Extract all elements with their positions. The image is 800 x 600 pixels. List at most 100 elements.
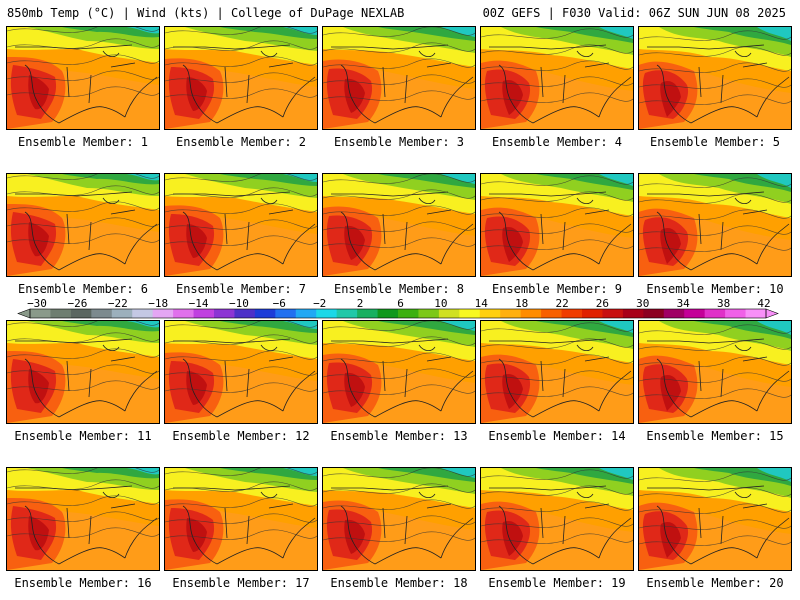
height-contour bbox=[323, 205, 475, 216]
height-contour bbox=[165, 513, 317, 524]
ensemble-map-panel bbox=[6, 26, 160, 130]
coastline bbox=[331, 191, 474, 271]
coastline bbox=[15, 191, 158, 271]
height-contour bbox=[165, 88, 317, 99]
coastline bbox=[15, 485, 158, 565]
colorbar-end-arrow bbox=[17, 308, 31, 319]
colorbar-tick-label: 14 bbox=[475, 298, 489, 310]
height-contour bbox=[481, 76, 633, 87]
height-contour bbox=[7, 27, 159, 33]
colorbar-segment bbox=[438, 309, 460, 318]
height-contour bbox=[7, 380, 159, 391]
temperature-band bbox=[441, 321, 475, 331]
height-contour bbox=[7, 174, 159, 180]
temperature-band bbox=[186, 518, 207, 552]
run-valid-time: 00Z GEFS | F030 Valid: 06Z SUN JUN 08 20… bbox=[482, 6, 786, 20]
ensemble-member-label: Ensemble Member: 18 bbox=[330, 576, 468, 590]
height-contour bbox=[7, 38, 159, 49]
height-contour bbox=[639, 241, 791, 252]
temperature-band bbox=[344, 225, 365, 260]
height-contour bbox=[165, 72, 317, 83]
colorbar-tick-label: −14 bbox=[189, 298, 209, 310]
height-contour bbox=[481, 322, 633, 333]
ensemble-map-panel bbox=[322, 320, 476, 424]
height-contour bbox=[481, 469, 633, 480]
colorbar-segment bbox=[520, 309, 542, 318]
colorbar-end-arrow bbox=[765, 308, 779, 319]
height-contour bbox=[639, 62, 791, 73]
height-contour bbox=[165, 187, 317, 198]
height-contour bbox=[481, 386, 633, 397]
ensemble-member-label: Ensemble Member: 16 bbox=[14, 576, 152, 590]
colorbar-segment bbox=[70, 309, 92, 318]
colorbar-segment bbox=[295, 309, 317, 318]
ensemble-map-panel bbox=[6, 467, 160, 571]
temperature-band bbox=[757, 468, 791, 482]
colorbar-segment bbox=[398, 309, 419, 318]
height-contour bbox=[639, 535, 791, 546]
height-contour bbox=[323, 321, 475, 331]
colorbar-tick-label: 2 bbox=[357, 298, 364, 310]
ensemble-member-label: Ensemble Member: 4 bbox=[491, 135, 623, 149]
height-contour bbox=[639, 209, 791, 220]
height-contour bbox=[7, 233, 159, 244]
temperature-band bbox=[757, 321, 791, 335]
height-contour bbox=[481, 207, 633, 218]
coastline bbox=[331, 485, 474, 565]
height-contour bbox=[7, 495, 159, 506]
height-contour bbox=[639, 46, 791, 57]
height-contour bbox=[481, 370, 633, 381]
colorbar-tick-label: −6 bbox=[273, 298, 286, 310]
temperature-band bbox=[186, 77, 207, 111]
temperature-band bbox=[220, 468, 317, 480]
colorbar-segment bbox=[254, 309, 276, 318]
temperature-band bbox=[757, 27, 791, 41]
colorbar-segment bbox=[500, 309, 522, 318]
ensemble-member-label: Ensemble Member: 7 bbox=[175, 282, 307, 296]
colorbar-segment bbox=[704, 309, 726, 318]
ensemble-map-panel bbox=[164, 173, 318, 277]
height-contour bbox=[165, 468, 317, 476]
height-contour bbox=[323, 27, 475, 37]
height-contour bbox=[165, 321, 317, 329]
ensemble-member-label: Ensemble Member: 10 bbox=[646, 282, 784, 296]
coastline bbox=[647, 338, 790, 418]
ensemble-map-panel bbox=[164, 320, 318, 424]
ensemble-member-label: Ensemble Member: 2 bbox=[175, 135, 307, 149]
temperature-band bbox=[502, 226, 523, 262]
height-contour bbox=[323, 221, 475, 232]
colorbar-tick-label: −22 bbox=[108, 298, 128, 310]
height-contour bbox=[323, 189, 475, 200]
colorbar-tick-label: 22 bbox=[555, 298, 568, 310]
ensemble-member-label: Ensemble Member: 6 bbox=[17, 282, 149, 296]
height-contour bbox=[7, 54, 159, 65]
ensemble-map-panel bbox=[480, 320, 634, 424]
coastline bbox=[489, 485, 632, 565]
height-contour bbox=[7, 511, 159, 522]
height-contour bbox=[165, 497, 317, 508]
height-contour bbox=[323, 336, 475, 347]
ensemble-member-label: Ensemble Member: 5 bbox=[649, 135, 781, 149]
ensemble-member-label: Ensemble Member: 11 bbox=[14, 429, 152, 443]
temperature-band bbox=[757, 174, 791, 188]
temperature-band bbox=[28, 369, 49, 404]
coastline bbox=[647, 191, 790, 271]
temperature-band bbox=[125, 468, 159, 475]
colorbar-segment bbox=[643, 309, 665, 318]
ensemble-member-label: Ensemble Member: 14 bbox=[488, 429, 626, 443]
ensemble-map-panel bbox=[638, 320, 792, 424]
colorbar-tick-label: 30 bbox=[636, 298, 649, 310]
height-contour bbox=[165, 235, 317, 246]
height-contour bbox=[639, 503, 791, 514]
colorbar-segment bbox=[316, 309, 338, 318]
height-contour bbox=[639, 225, 791, 236]
height-contour bbox=[165, 203, 317, 214]
colorbar-tick-label: 6 bbox=[397, 298, 404, 310]
ensemble-map-panel bbox=[638, 467, 792, 571]
temperature-colorbar: −30 −26 −22 −18 −14 −10 −6 −2 2 6 10 14 18 22 26 30 34 38… bbox=[17, 298, 779, 319]
colorbar-segment bbox=[111, 309, 133, 318]
ensemble-member-label: Ensemble Member: 8 bbox=[333, 282, 465, 296]
colorbar-tick-label: 18 bbox=[515, 298, 528, 310]
colorbar-segment bbox=[377, 309, 399, 318]
coastline bbox=[173, 485, 316, 565]
